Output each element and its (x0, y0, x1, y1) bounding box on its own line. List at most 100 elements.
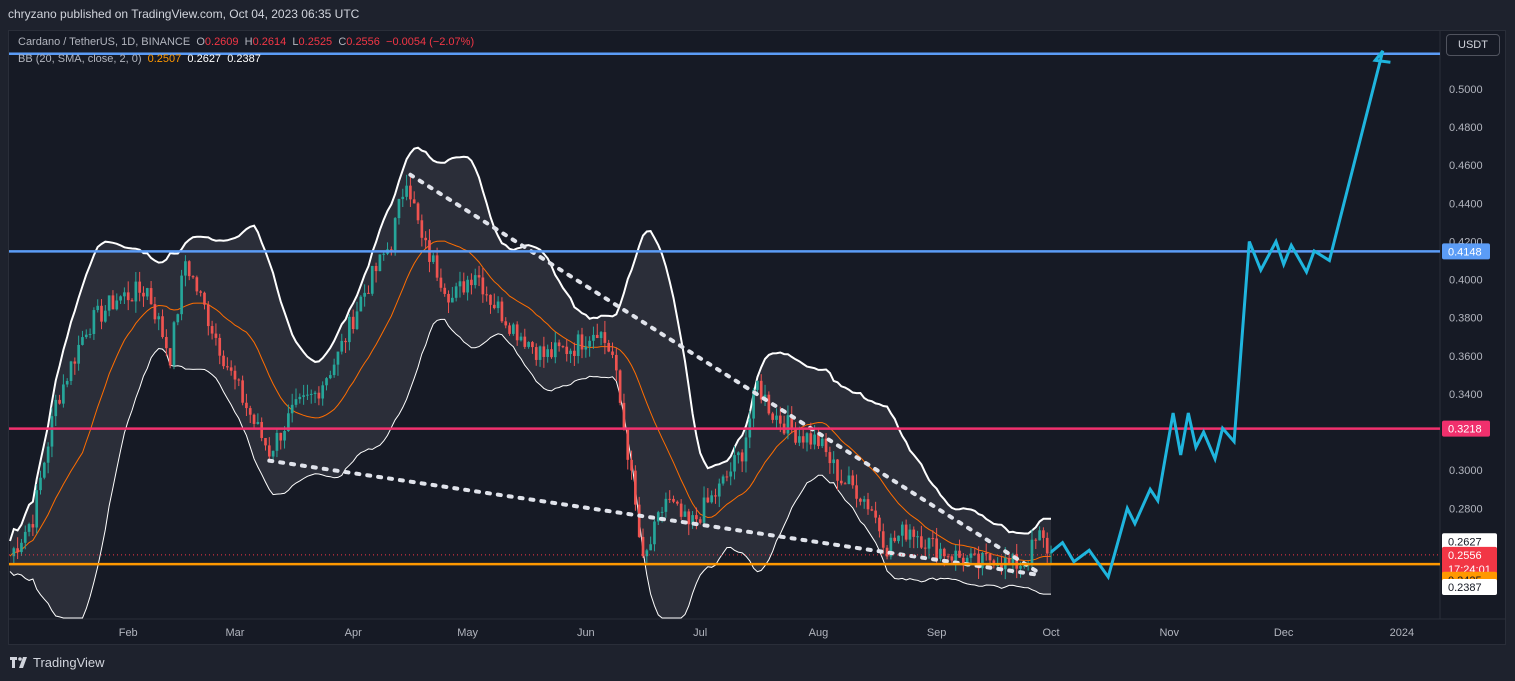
candle-body (142, 292, 145, 297)
tradingview-logo-icon (10, 656, 27, 668)
candle-body (908, 529, 912, 540)
candle-body (203, 292, 206, 305)
candle-body (809, 433, 813, 445)
candle-body (927, 538, 931, 549)
candle-body (119, 296, 122, 301)
candle-body (88, 333, 92, 335)
candle-body (389, 249, 393, 251)
support-trendline (267, 458, 1042, 578)
candle-body (332, 364, 336, 376)
candle-body (675, 501, 679, 504)
candle-body (454, 286, 458, 298)
candle-body (767, 394, 771, 414)
candle-body (904, 524, 908, 540)
candle-body (870, 509, 874, 511)
candle-body (805, 433, 809, 443)
candle-body (721, 476, 725, 484)
y-tick-label: 0.2800 (1449, 503, 1483, 515)
candle-body (961, 557, 965, 566)
candle-body (950, 556, 954, 561)
candle-body (775, 415, 778, 420)
candle-body (679, 503, 683, 517)
candle-body (1045, 537, 1049, 554)
candle-body (920, 536, 923, 548)
candle-body (515, 324, 519, 341)
candle-body (184, 261, 187, 276)
candle-body (397, 199, 401, 219)
candle-body (939, 548, 942, 559)
candle-body (1019, 566, 1022, 569)
candle-body (576, 334, 580, 356)
candle-body (988, 553, 992, 561)
candle-body (1007, 558, 1011, 564)
candle-body (168, 348, 172, 366)
close-label: C (338, 36, 347, 48)
candle-body (862, 499, 866, 502)
candle-body (31, 524, 35, 528)
candle-body (325, 378, 328, 386)
candle-body (897, 535, 900, 542)
candle-body (553, 342, 557, 358)
candle-body (187, 261, 191, 277)
candle-body (279, 432, 283, 441)
candle-body (817, 434, 820, 447)
currency-button[interactable]: USDT (1446, 34, 1500, 56)
candle-body (607, 342, 611, 352)
candle-body (309, 393, 313, 395)
candle-body (50, 416, 54, 447)
tradingview-brand[interactable]: TradingView (10, 655, 105, 670)
candle-body (378, 254, 382, 272)
candle-body (195, 277, 199, 292)
candle-body (340, 340, 344, 352)
candle-body (691, 515, 694, 525)
candle-body (828, 452, 832, 464)
candle-body (298, 396, 302, 400)
y-tick-label: 0.4000 (1449, 275, 1483, 287)
candle-body (958, 550, 961, 558)
candle-body (1030, 539, 1034, 564)
candle-body (477, 275, 481, 278)
candle-body (794, 428, 797, 443)
candle-body (923, 547, 927, 549)
bb-legend[interactable]: BB (20, SMA, close, 2, 0) 0.2507 0.2627 … (18, 53, 261, 65)
candle-body (447, 293, 450, 303)
footer-bar: TradingView (0, 645, 1515, 681)
x-tick-label: Dec (1274, 627, 1294, 639)
candle-body (717, 483, 721, 497)
candle-body (226, 366, 229, 368)
low-label: L (292, 36, 299, 48)
candle-body (264, 437, 267, 446)
candle-body (81, 337, 84, 345)
candle-body (313, 392, 317, 394)
y-tick-label: 0.4600 (1449, 160, 1483, 172)
candle-body (73, 361, 77, 364)
level-price-label: 0.3218 (1448, 424, 1482, 436)
price-label: 0.2627 (1448, 536, 1482, 548)
candle-body (851, 475, 855, 486)
brand-name: TradingView (33, 655, 105, 670)
candle-body (984, 552, 988, 554)
candle-body (618, 370, 622, 403)
candle-body (653, 521, 656, 545)
candle-body (161, 316, 164, 338)
candle-body (622, 402, 626, 430)
candle-body (946, 556, 950, 558)
candle-body (504, 321, 508, 326)
candle-body (23, 531, 27, 543)
y-tick-label: 0.5000 (1449, 84, 1483, 96)
candle-body (725, 476, 729, 478)
candle-body (1023, 565, 1026, 567)
candle-body (790, 415, 794, 429)
candle-body (431, 255, 435, 262)
candle-body (416, 203, 420, 221)
candle-body (813, 434, 816, 445)
candle-body (374, 266, 378, 272)
candle-body (35, 490, 39, 528)
candle-body (62, 384, 65, 404)
candle-body (710, 495, 713, 503)
x-tick-label: Aug (809, 627, 829, 639)
candle-body (12, 548, 16, 557)
candle-body (210, 326, 214, 334)
candle-body (496, 301, 500, 309)
